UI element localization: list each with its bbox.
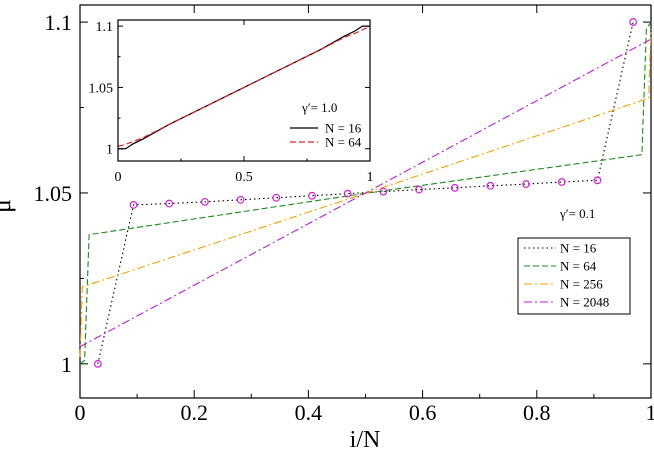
main-x-tick-label: 0.2 bbox=[180, 400, 208, 425]
main-data-point bbox=[129, 201, 138, 209]
main-y-tick-label: 1 bbox=[61, 352, 72, 377]
inset-x-tick-label: 1 bbox=[367, 170, 374, 185]
main-legend: N = 16 N = 64 N = 256 N = 2048 bbox=[524, 241, 609, 310]
inset-background bbox=[118, 20, 370, 161]
y-axis-label: μ bbox=[0, 199, 16, 213]
main-ticks: 0 0.2 0.4 0.6 0.8 1 1 1.05 1.1 bbox=[34, 5, 654, 425]
main-series-4-line bbox=[79, 38, 652, 348]
inset-x-tick-label: 0 bbox=[115, 170, 122, 185]
main-data-point bbox=[629, 18, 638, 26]
main-legend-label-2: N = 64 bbox=[560, 259, 597, 274]
main-legend-box bbox=[517, 237, 631, 315]
main-data-point bbox=[236, 195, 245, 204]
inset-legend-label-2: N = 64 bbox=[325, 135, 362, 150]
main-y-tick-label: 1.05 bbox=[34, 181, 73, 206]
x-axis-label: i/N bbox=[350, 427, 381, 453]
main-data-point bbox=[308, 191, 316, 200]
inset-y-tick-label: 1.1 bbox=[96, 20, 114, 35]
main-x-tick-label: 0.4 bbox=[295, 400, 323, 425]
main-legend-title: γ′= 0.1 bbox=[559, 206, 595, 221]
main-data-point bbox=[450, 183, 459, 192]
inset-series-2-line bbox=[117, 26, 371, 147]
inset-ticks: 0 0.5 1 1 1.05 1.1 bbox=[89, 20, 374, 185]
inset-x-tick-label: 0.5 bbox=[235, 170, 253, 185]
main-x-tick-label: 0.8 bbox=[523, 400, 551, 425]
main-x-tick-label: 0.6 bbox=[409, 400, 437, 425]
main-data-point bbox=[522, 180, 530, 188]
inset-series-group bbox=[117, 25, 371, 150]
main-x-tick-label: 0 bbox=[75, 400, 86, 425]
main-data-point bbox=[272, 193, 281, 202]
inset-legend: N = 16N = 64 bbox=[290, 121, 362, 150]
main-data-point bbox=[165, 199, 174, 208]
inset-legend-title: γ′= 1.0 bbox=[301, 100, 337, 115]
inset-y-tick-label: 1.05 bbox=[89, 81, 114, 96]
main-legend-label-1: N = 16 bbox=[560, 241, 597, 256]
main-markers-group bbox=[93, 18, 638, 368]
main-data-point bbox=[593, 176, 602, 185]
main-data-point bbox=[557, 178, 566, 186]
main-x-tick-label: 1 bbox=[646, 400, 654, 425]
main-legend-label-4: N = 2048 bbox=[560, 295, 609, 310]
main-data-point bbox=[343, 189, 352, 198]
main-y-tick-label: 1.1 bbox=[45, 10, 73, 35]
main-series-1-line bbox=[97, 21, 634, 364]
main-data-point bbox=[415, 185, 423, 194]
main-data-point bbox=[201, 197, 209, 206]
main-series-group bbox=[79, 21, 652, 365]
main-data-point bbox=[93, 359, 102, 368]
inset-y-tick-label: 1 bbox=[106, 143, 113, 158]
inset-legend-label-1: N = 16 bbox=[325, 121, 362, 136]
main-data-point bbox=[486, 181, 495, 190]
main-legend-label-3: N = 256 bbox=[560, 277, 603, 292]
main-data-point bbox=[379, 187, 388, 196]
